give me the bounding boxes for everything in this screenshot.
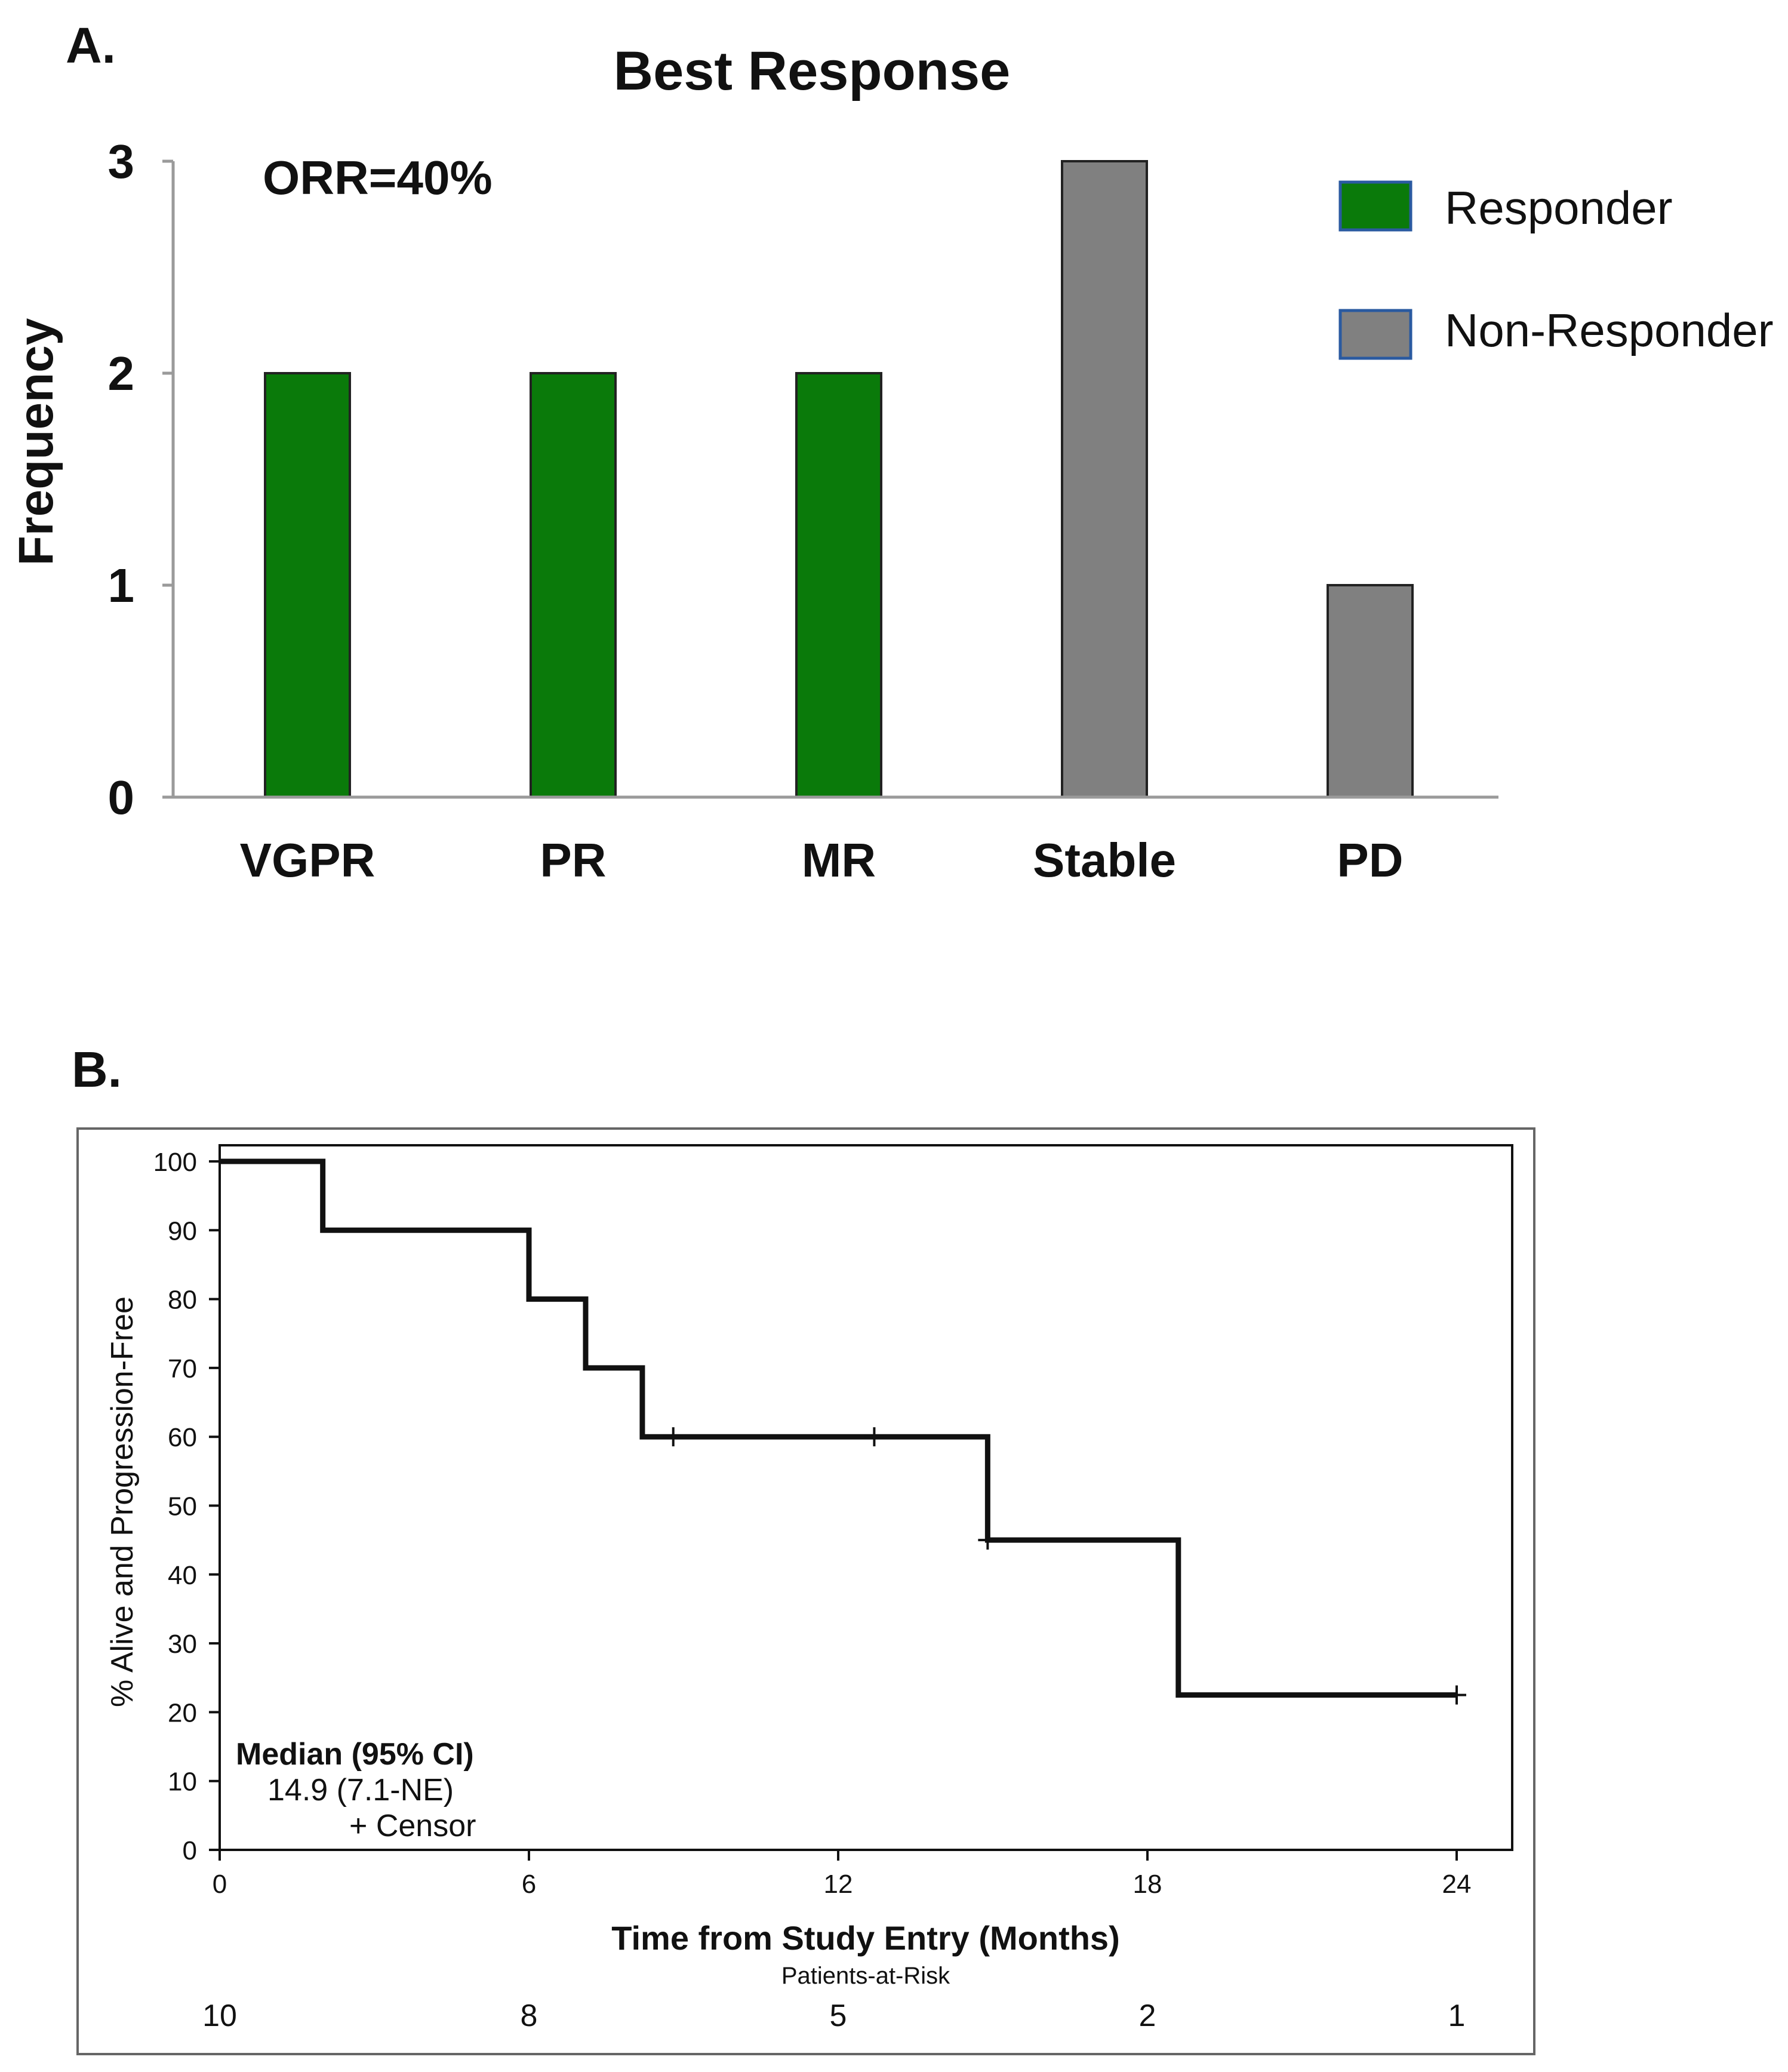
bar-y-tick-label: 0 bbox=[108, 771, 135, 824]
km-x-tick-label: 6 bbox=[522, 1870, 536, 1899]
km-median-title: Median (95% CI) bbox=[236, 1737, 474, 1772]
bar-stable bbox=[1061, 160, 1148, 798]
bar-y-tick-label: 3 bbox=[108, 135, 135, 188]
km-at-risk-row: 10 8 5 2 1 bbox=[202, 1999, 1465, 2033]
panel-a: A. Best Response ORR=40% Frequency 0123 … bbox=[9, 17, 1774, 887]
bar-x-label: PD bbox=[1337, 834, 1403, 887]
km-y-tick-label: 20 bbox=[168, 1698, 197, 1727]
bar-y-axis-label: Frequency bbox=[9, 318, 63, 565]
bar-y-ticks: 0 1 2 3 bbox=[108, 135, 173, 824]
bar-mr bbox=[795, 372, 882, 798]
panel-b-label: B. bbox=[72, 1041, 122, 1098]
km-median-value: 14.9 (7.1-NE) bbox=[267, 1773, 454, 1807]
km-y-tick-label: 10 bbox=[168, 1767, 197, 1797]
panel-b: B. % Alive and Progression-Free 01020304… bbox=[72, 1041, 1535, 2055]
km-at-risk-count: 1 bbox=[1448, 1999, 1466, 2033]
bars bbox=[264, 160, 1414, 798]
km-y-tick-label: 80 bbox=[168, 1286, 197, 1315]
legend: Responder Non-Responder bbox=[1338, 180, 1774, 360]
km-x-axis-label: Time from Study Entry (Months) bbox=[611, 1919, 1119, 1957]
bar-pd bbox=[1327, 584, 1414, 798]
km-plot-frame bbox=[219, 1144, 1513, 1851]
km-y-tick-label: 90 bbox=[168, 1216, 197, 1246]
legend-label-non-responder: Non-Responder bbox=[1445, 304, 1774, 356]
bar-chart-annotation: ORR=40% bbox=[263, 151, 493, 204]
bar-y-tick-label: 1 bbox=[108, 559, 135, 612]
km-at-risk-title: Patients-at-Risk bbox=[781, 1963, 950, 1989]
km-y-tick-label: 60 bbox=[168, 1423, 197, 1452]
km-x-tick-label: 24 bbox=[1442, 1870, 1472, 1899]
km-censor-legend: + Censor bbox=[349, 1809, 476, 1843]
panel-a-label: A. bbox=[66, 17, 116, 73]
km-y-tick-label: 100 bbox=[153, 1148, 197, 1177]
km-at-risk-count: 10 bbox=[202, 1999, 237, 2033]
km-y-tick-label: 40 bbox=[168, 1561, 197, 1590]
km-censor-marks bbox=[663, 1427, 1466, 1705]
km-x-tick-label: 0 bbox=[213, 1870, 227, 1899]
legend-label-responder: Responder bbox=[1445, 182, 1673, 234]
km-y-tick-label: 0 bbox=[183, 1836, 197, 1865]
km-y-tick-label: 50 bbox=[168, 1492, 197, 1521]
km-x-ticks: 0 6 12 18 24 bbox=[213, 1850, 1472, 1899]
km-outer-frame bbox=[76, 1127, 1535, 2055]
bar-x-label: PR bbox=[540, 834, 606, 887]
bar-pr bbox=[530, 372, 617, 798]
km-x-tick-label: 18 bbox=[1133, 1870, 1162, 1899]
km-at-risk-count: 8 bbox=[521, 1999, 538, 2033]
km-at-risk-count: 2 bbox=[1139, 1999, 1156, 2033]
km-at-risk-count: 5 bbox=[830, 1999, 847, 2033]
km-x-tick-label: 12 bbox=[824, 1870, 853, 1899]
bar-chart-title: Best Response bbox=[614, 41, 1011, 102]
bar-vgpr bbox=[264, 372, 351, 798]
legend-swatch-non-responder bbox=[1338, 309, 1412, 360]
km-y-axis-label: % Alive and Progression-Free bbox=[105, 1296, 140, 1707]
legend-swatch-responder bbox=[1338, 180, 1412, 232]
km-y-tick-label: 70 bbox=[168, 1354, 197, 1384]
bar-x-labels: VGPR PR MR Stable PD bbox=[240, 834, 1404, 887]
bar-x-label: Stable bbox=[1033, 834, 1176, 887]
km-survival-curve bbox=[220, 1158, 1457, 1698]
km-y-tick-label: 30 bbox=[168, 1630, 197, 1659]
bar-x-label: VGPR bbox=[240, 834, 376, 887]
bar-x-label: MR bbox=[802, 834, 876, 887]
bar-y-tick-label: 2 bbox=[108, 347, 135, 400]
km-y-ticks: 0 10 20 30 40 50 60 70 80 90 100 bbox=[153, 1148, 220, 1865]
